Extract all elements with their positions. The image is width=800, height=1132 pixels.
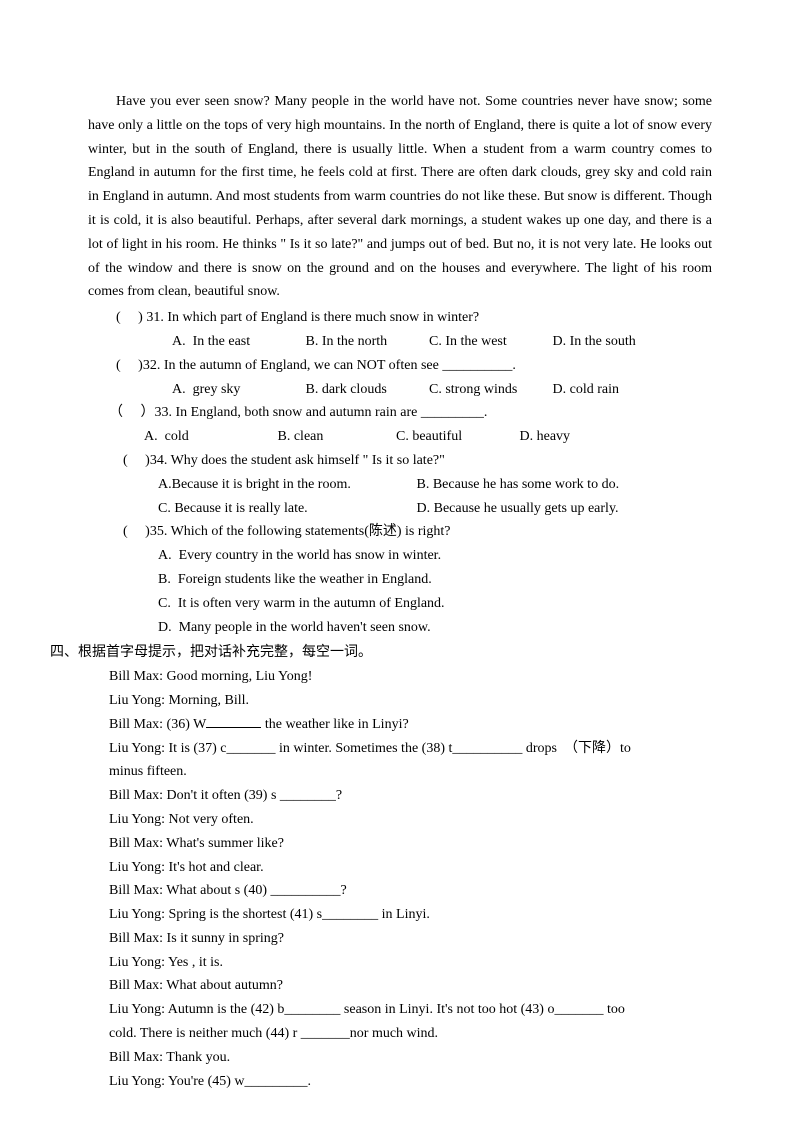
dialog-line-7: Bill Max: What's summer like? <box>109 832 712 856</box>
q34-option-a: A.Because it is bright in the room. <box>158 473 413 497</box>
dialog-line-10: Liu Yong: Spring is the shortest (41) s_… <box>109 903 712 927</box>
q31-option-a: A. In the east <box>172 330 302 354</box>
dialog-line-9: Bill Max: What about s (40) __________? <box>109 879 712 903</box>
question-31: ( ) 31. In which part of England is ther… <box>116 306 712 330</box>
dialog-line-2: Liu Yong: Morning, Bill. <box>109 689 712 713</box>
question-33-options: A. cold B. clean C. beautiful D. heavy <box>144 425 712 449</box>
question-32-options: A. grey sky B. dark clouds C. strong win… <box>172 378 712 402</box>
question-31-options: A. In the east B. In the north C. In the… <box>172 330 712 354</box>
dialog-line-4a: Liu Yong: It is (37) c_______ in winter.… <box>109 737 712 761</box>
question-34-options-row2: C. Because it is really late. D. Because… <box>158 497 712 521</box>
q31-option-b: B. In the north <box>306 330 426 354</box>
q32-option-b: B. dark clouds <box>306 378 426 402</box>
dialog-line-6: Liu Yong: Not very often. <box>109 808 712 832</box>
question-33: （ ）33. In England, both snow and autumn … <box>109 401 712 425</box>
q34-option-d: D. Because he usually gets up early. <box>417 497 619 521</box>
q34-option-c: C. Because it is really late. <box>158 497 413 521</box>
question-35: ( )35. Which of the following statements… <box>123 520 712 544</box>
q31-option-d: D. In the south <box>553 330 636 354</box>
dialog-line-5: Bill Max: Don't it often (39) s ________… <box>109 784 712 808</box>
q33-option-c: C. beautiful <box>396 425 516 449</box>
q33-option-d: D. heavy <box>520 425 571 449</box>
dialog-line-15: Bill Max: Thank you. <box>109 1046 712 1070</box>
q33-option-a: A. cold <box>144 425 274 449</box>
q35-option-d: D. Many people in the world haven't seen… <box>158 616 712 640</box>
dialog-3a: Bill Max: (36) W <box>109 717 206 732</box>
q34-option-b: B. Because he has some work to do. <box>417 473 620 497</box>
q33-option-b: B. clean <box>278 425 393 449</box>
dialog-line-13: Bill Max: What about autumn? <box>109 974 712 998</box>
question-34-options-row1: A.Because it is bright in the room. B. B… <box>158 473 712 497</box>
q35-option-c: C. It is often very warm in the autumn o… <box>158 592 712 616</box>
q32-option-a: A. grey sky <box>172 378 302 402</box>
dialog-line-8: Liu Yong: It's hot and clear. <box>109 856 712 880</box>
dialog-line-1: Bill Max: Good morning, Liu Yong! <box>109 665 712 689</box>
dialog-line-11: Bill Max: Is it sunny in spring? <box>109 927 712 951</box>
dialog-3b: the weather like in Linyi? <box>261 717 408 732</box>
dialog-line-12: Liu Yong: Yes , it is. <box>109 951 712 975</box>
q35-option-b: B. Foreign students like the weather in … <box>158 568 712 592</box>
blank-36 <box>206 727 261 728</box>
reading-passage: Have you ever seen snow? Many people in … <box>88 90 712 304</box>
dialog-line-14a: Liu Yong: Autumn is the (42) b________ s… <box>109 998 712 1022</box>
question-34: ( )34. Why does the student ask himself … <box>123 449 712 473</box>
dialog-line-4b: minus fifteen. <box>109 760 712 784</box>
q35-option-a: A. Every country in the world has snow i… <box>158 544 712 568</box>
question-32: ( )32. In the autumn of England, we can … <box>116 354 712 378</box>
dialog-line-3: Bill Max: (36) W the weather like in Lin… <box>109 713 712 737</box>
q32-option-c: C. strong winds <box>429 378 549 402</box>
dialog-line-16: Liu Yong: You're (45) w_________. <box>109 1070 712 1094</box>
section-4-title: 四、根据首字母提示，把对话补充完整，每空一词。 <box>50 641 712 665</box>
dialog-line-14b: cold. There is neither much (44) r _____… <box>109 1022 712 1046</box>
q32-option-d: D. cold rain <box>553 378 619 402</box>
q31-option-c: C. In the west <box>429 330 549 354</box>
